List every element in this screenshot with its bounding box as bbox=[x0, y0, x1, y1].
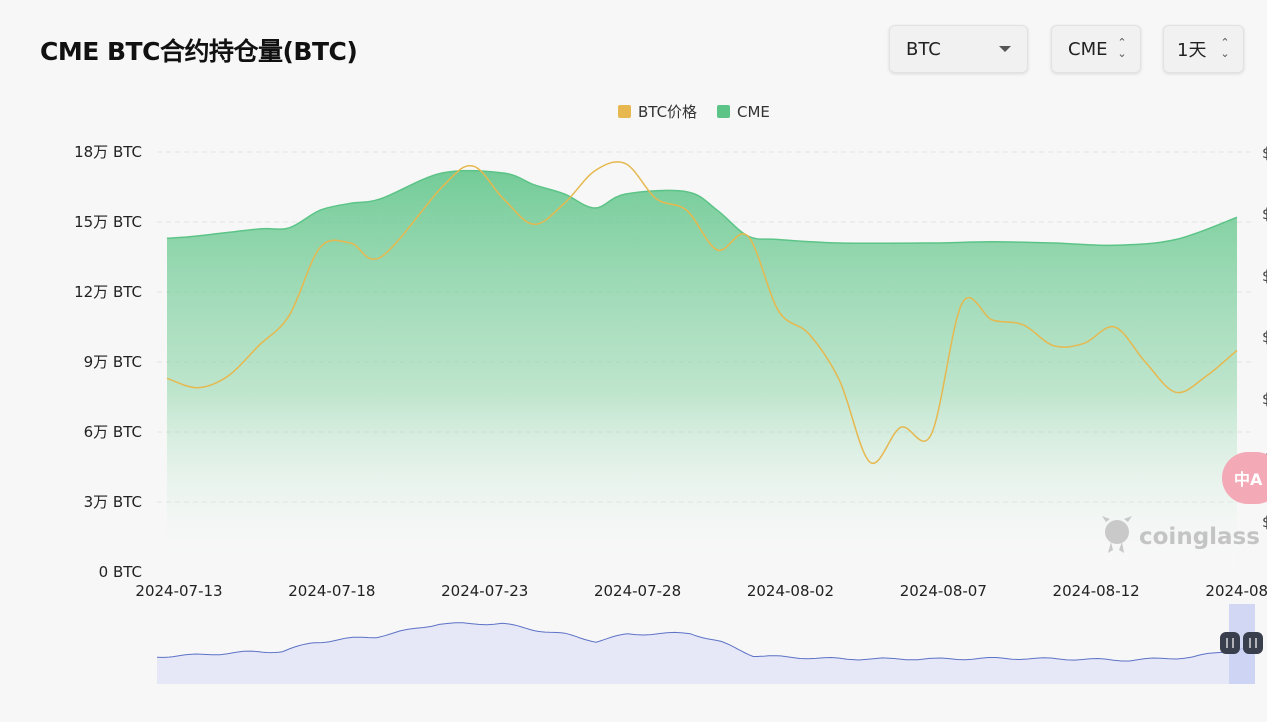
coinglass-logo-icon bbox=[1102, 516, 1132, 553]
page-title: CME BTC合约持仓量(BTC) bbox=[40, 37, 358, 66]
y-tick-label: 18万 BTC bbox=[74, 143, 142, 161]
translate-button[interactable]: 中A bbox=[1222, 452, 1267, 504]
navigator-handle-right-icon[interactable] bbox=[1243, 632, 1263, 654]
legend-label: CME bbox=[737, 103, 770, 121]
watermark-text: coinglass bbox=[1139, 524, 1260, 550]
x-tick-label: 2024-08-07 bbox=[900, 582, 987, 600]
x-tick-label: 2024-07-28 bbox=[594, 582, 681, 600]
x-axis: 2024-07-13 2024-07-18 2024-07-23 2024-07-28… bbox=[135, 582, 1267, 600]
navigator-area bbox=[157, 622, 1255, 684]
x-tick-label: 2024-08-12 bbox=[1053, 582, 1140, 600]
right-axis-tick: $ bbox=[1262, 144, 1267, 162]
legend-swatch bbox=[618, 105, 631, 118]
y-tick-label: 3万 BTC bbox=[84, 493, 142, 511]
coin-select[interactable]: BTC bbox=[889, 25, 1028, 73]
navigator-line bbox=[156, 622, 1256, 662]
legend-item[interactable]: BTC价格 bbox=[618, 103, 697, 121]
translate-icon: 中A bbox=[1234, 470, 1263, 489]
series-line-btc-price bbox=[166, 161, 1238, 464]
y-tick-label: 6万 BTC bbox=[84, 423, 142, 441]
x-tick-label: 2024-07-18 bbox=[288, 582, 375, 600]
interval-select-value: 1天 bbox=[1177, 40, 1207, 61]
navigator-handle-left-icon[interactable] bbox=[1220, 632, 1240, 654]
x-tick-label: 2024-07-23 bbox=[441, 582, 528, 600]
series-line-cme bbox=[166, 169, 1238, 247]
right-axis-tick: $ bbox=[1262, 328, 1267, 346]
interval-select[interactable]: 1天 ⌃ ⌄ bbox=[1163, 25, 1244, 73]
y-axis: 0 BTC 3万 BTC 6万 BTC 9万 BTC 12万 BTC 15万 BTC 18万… bbox=[74, 143, 142, 581]
legend-item[interactable]: CME bbox=[717, 103, 770, 121]
legend-swatch bbox=[717, 105, 730, 118]
caret-down-icon bbox=[999, 46, 1011, 52]
exchange-select[interactable]: CME ⌃ ⌄ bbox=[1051, 25, 1141, 73]
right-axis-tick: $ bbox=[1262, 390, 1267, 408]
legend: BTC价格 CME bbox=[618, 103, 770, 121]
y-tick-label: 12万 BTC bbox=[74, 283, 142, 301]
y-tick-label: 15万 BTC bbox=[74, 213, 142, 231]
right-axis-tick: $ bbox=[1262, 513, 1267, 531]
sort-updown-icon: ⌃ ⌄ bbox=[1220, 36, 1230, 60]
y-tick-label: 9万 BTC bbox=[84, 353, 142, 371]
series-area-cme bbox=[167, 170, 1237, 573]
coin-select-value: BTC bbox=[906, 38, 941, 60]
legend-label: BTC价格 bbox=[638, 103, 697, 121]
watermark: coinglass bbox=[1102, 516, 1260, 553]
navigator bbox=[156, 604, 1263, 684]
sort-updown-icon: ⌃ ⌄ bbox=[1117, 36, 1127, 60]
exchange-select-value: CME bbox=[1068, 38, 1108, 60]
x-tick-label: 2024-08-02 bbox=[747, 582, 834, 600]
right-axis-tick: $ bbox=[1262, 205, 1267, 223]
y-tick-label: 0 BTC bbox=[99, 563, 142, 581]
x-tick-label: 2024-08-17 bbox=[1205, 582, 1267, 600]
right-axis-tick: $ bbox=[1262, 267, 1267, 285]
x-tick-label: 2024-07-13 bbox=[135, 582, 222, 600]
